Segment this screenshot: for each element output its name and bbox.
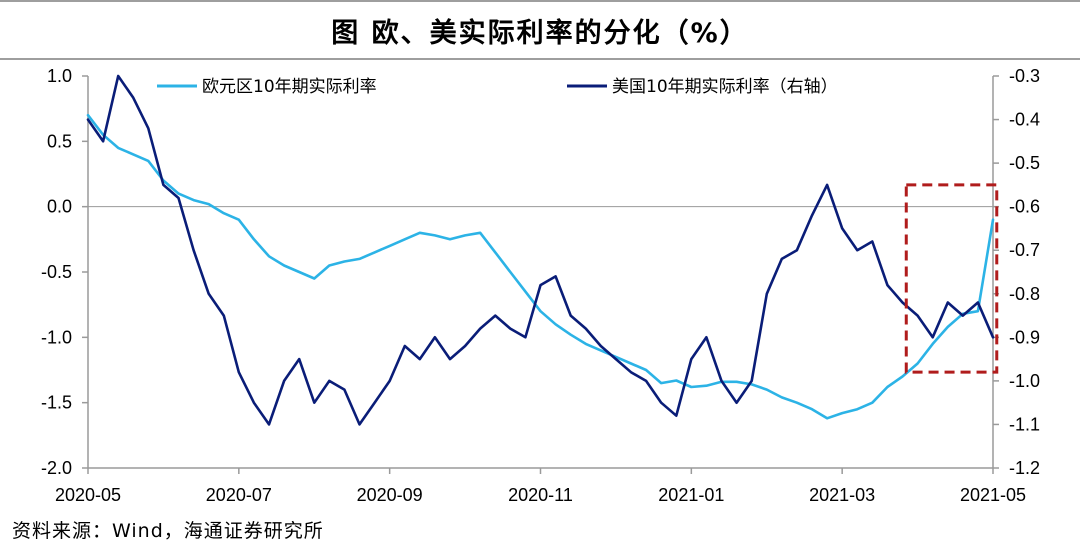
- y-left-tick-label: 0.0: [47, 197, 72, 217]
- y-left-tick-label: 0.5: [47, 131, 72, 151]
- y-left-tick-label: 1.0: [47, 66, 72, 86]
- legend-eurozone-label: 欧元区10年期实际利率: [202, 77, 377, 97]
- y-left-tick-label: -1.5: [41, 393, 72, 413]
- legend-us-label: 美国10年期实际利率（右轴）: [612, 77, 838, 97]
- x-tick-label: 2020-07: [206, 485, 272, 505]
- y-right-tick-label: -0.9: [1009, 327, 1040, 347]
- highlight-box: [904, 183, 999, 374]
- x-tick-label: 2021-01: [658, 485, 724, 505]
- y-right-tick-label: -0.6: [1009, 197, 1040, 217]
- y-right-tick-label: -1.0: [1009, 371, 1040, 391]
- y-right-tick-label: -0.4: [1009, 110, 1040, 130]
- chart-area: 1.0 0.5 0.0 -0.5 -1.0 -1.5 -2.0 -0.3 -0.4 -0.5 -0.…: [41, 66, 1040, 505]
- y-right-tick-label: -0.8: [1009, 284, 1040, 304]
- y-right-tick-label: -0.5: [1009, 153, 1040, 173]
- y-left-tick-label: -1.0: [41, 327, 72, 347]
- series-line-us: [86, 74, 995, 426]
- annotations: [904, 183, 999, 374]
- y-right-tick-label: -0.3: [1009, 66, 1040, 86]
- y-left-tick-label: -2.0: [41, 458, 72, 478]
- x-tick-label: 2020-11: [508, 485, 573, 505]
- x-tick-label: 2021-03: [809, 485, 875, 505]
- source-note: 资料来源：Wind，海通证券研究所: [12, 520, 324, 542]
- chart-title: 图 欧、美实际利率的分化（%）: [331, 17, 749, 49]
- y-left-tick-label: -0.5: [41, 262, 72, 282]
- x-tick-label: 2020-05: [55, 485, 121, 505]
- x-tick-label: 2020-09: [357, 485, 423, 505]
- series-layer: [86, 74, 995, 426]
- legend: 欧元区10年期实际利率 美国10年期实际利率（右轴）: [157, 77, 838, 97]
- y-right-tick-label: -1.2: [1009, 458, 1040, 478]
- x-tick-label: 2021-05: [960, 485, 1026, 505]
- title-bar: 图 欧、美实际利率的分化（%）: [0, 0, 1080, 60]
- y-right-tick-label: -1.1: [1009, 414, 1040, 434]
- axes: 1.0 0.5 0.0 -0.5 -1.0 -1.5 -2.0 -0.3 -0.4 -0.5 -0.…: [41, 66, 1040, 505]
- series-line-eurozone: [86, 113, 995, 420]
- y-right-tick-label: -0.7: [1009, 240, 1040, 260]
